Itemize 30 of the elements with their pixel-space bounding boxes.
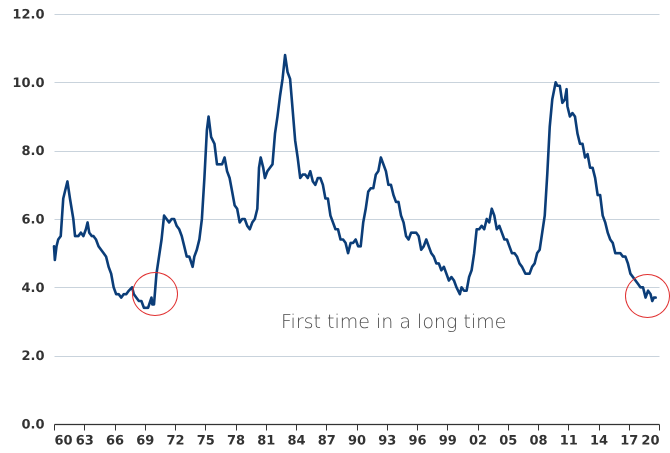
x-tick-label: 14: [590, 434, 608, 448]
x-tick-label: 78: [226, 434, 246, 448]
y-tick-label: 10.0: [12, 76, 44, 91]
x-tick-label: 08: [529, 434, 548, 448]
x-tick-label: 60: [54, 434, 73, 448]
x-tick-label: 81: [257, 434, 276, 448]
x-tick-label: 11: [560, 434, 578, 448]
x-tick-label: 87: [318, 434, 336, 448]
x-tick-label: 93: [378, 434, 396, 448]
y-tick-label: 2.0: [21, 349, 44, 364]
annotation: First time in a long time: [281, 311, 506, 333]
x-tick-label: 90: [348, 434, 366, 448]
y-tick-label: 12.0: [12, 8, 44, 22]
x-tick-label: 96: [408, 434, 427, 448]
x-tick-label: 66: [106, 434, 124, 448]
x-tick-label: 99: [438, 434, 457, 448]
x-tick-label: 84: [287, 434, 306, 448]
x-tick-label: 20: [641, 434, 660, 448]
x-tick-label: 69: [136, 434, 154, 448]
y-tick-label: 4.0: [21, 280, 44, 296]
y-tick-label: 6.0: [21, 212, 44, 228]
y-tick-label: 8.0: [21, 144, 44, 160]
x-tick-label: 63: [76, 434, 94, 448]
line-series: [52, 54, 657, 310]
x-tick-label: 75: [196, 434, 215, 448]
x-tick-label: 02: [468, 434, 488, 448]
x-tick-label: 17: [620, 434, 638, 448]
x-tick-label: 72: [166, 434, 185, 448]
y-tick-label: 0.0: [21, 418, 44, 432]
x-tick-label: 05: [499, 434, 518, 448]
